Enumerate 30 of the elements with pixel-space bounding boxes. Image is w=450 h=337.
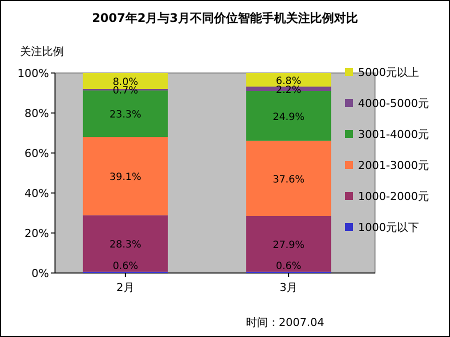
y-tick-label: 20% bbox=[24, 227, 49, 240]
x-tick-label: 3月 bbox=[280, 281, 298, 294]
bar bbox=[246, 140, 332, 216]
data-label: 27.9% bbox=[272, 240, 304, 251]
y-tick-label: 100% bbox=[18, 67, 49, 80]
legend-label: 2001-3000元 bbox=[358, 159, 429, 172]
data-label: 0.6% bbox=[276, 260, 302, 272]
legend-label: 5000元以上 bbox=[358, 66, 419, 79]
data-label: 23.3% bbox=[110, 110, 142, 121]
y-tick-label: 0% bbox=[32, 267, 49, 280]
legend-label: 4000-5000元 bbox=[358, 97, 429, 110]
bar bbox=[82, 215, 168, 272]
legend-label: 1000-2000元 bbox=[358, 190, 429, 203]
y-tick-label: 80% bbox=[24, 107, 49, 120]
y-axis-title: 关注比例 bbox=[20, 45, 64, 58]
text: 时间：2007.04 bbox=[246, 316, 324, 329]
data-label: 28.3% bbox=[110, 240, 142, 250]
y-tick-label: 40% bbox=[24, 187, 49, 200]
y-tick-label: 60% bbox=[24, 147, 49, 160]
data-label: 39.1% bbox=[110, 172, 142, 184]
data-label: 37.6% bbox=[272, 174, 304, 186]
bar bbox=[82, 137, 168, 216]
legend-label: 1000元以下 bbox=[358, 221, 419, 234]
data-label: 24.9% bbox=[272, 112, 304, 123]
legend-label: 3001-4000元 bbox=[358, 128, 429, 141]
bar bbox=[246, 216, 332, 272]
data-label: 0.6% bbox=[112, 260, 138, 272]
x-tick-label: 2月 bbox=[116, 281, 134, 294]
chart-title: 2007年2月与3月不同价位智能手机关注比例对比 bbox=[92, 11, 358, 25]
data-label: 6.8% bbox=[276, 76, 302, 87]
